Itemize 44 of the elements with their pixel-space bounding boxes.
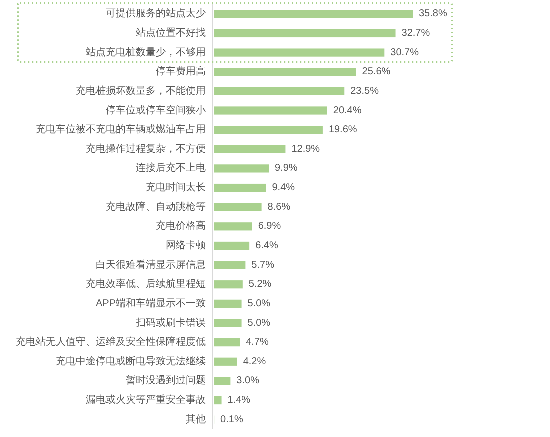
y-tick-label: 站点充电桩数量少，不够用 [86, 46, 206, 58]
data-label: 32.7% [402, 28, 430, 39]
y-tick-label: 停车费用高 [156, 66, 206, 78]
data-label: 4.7% [246, 337, 270, 348]
y-tick-label: 充电价格高 [156, 220, 206, 232]
y-tick-label: 可提供服务的站点太少 [106, 8, 206, 20]
y-tick-label: 漏电或火灾等严重安全事故 [86, 394, 206, 406]
data-label: 9.4% [272, 182, 296, 194]
y-tick-label: 充电时间太长 [146, 182, 206, 194]
data-label: 19.6% [328, 124, 358, 136]
data-label: 6.9% [258, 221, 282, 232]
data-label: 23.5% [350, 86, 380, 97]
y-tick-label: 充电车位被不充电的车辆或燃油车占用 [36, 124, 206, 136]
data-label: 1.4% [228, 395, 251, 406]
y-tick-label: 充电中途停电或断电导致无法继续 [56, 355, 206, 368]
y-tick-label: 充电站无人值守、运维及安全性保障程度低 [16, 336, 206, 348]
data-label: 35.8% [419, 8, 448, 20]
data-label: 30.7% [390, 47, 420, 58]
y-tick-label: 网络卡顿 [166, 239, 206, 252]
data-label: 5.2% [248, 279, 272, 290]
y-tick-label: 暂时没遇到过问题 [126, 374, 206, 387]
y-tick-label: 连接后充不上电 [136, 162, 206, 174]
y-tick-label: 扫码或刷卡错误 [135, 316, 206, 329]
y-tick-label: 其他 [186, 413, 206, 426]
data-label: 9.9% [275, 163, 298, 174]
y-tick-label: 充电操作过程复杂，不方便 [86, 142, 206, 155]
y-tick-label: 站点位置不好找 [136, 26, 206, 39]
data-label: 5.0% [248, 318, 271, 329]
data-label: 25.6% [362, 66, 391, 78]
data-label: 3.0% [236, 376, 260, 387]
y-tick-label: APP端和车端显示不一致 [96, 297, 206, 310]
y-tick-label: 白天很难看清显示屏信息 [96, 258, 206, 271]
y-tick-label: 充电桩损坏数量多，不能使用 [76, 84, 206, 97]
y-tick-label: 停车位或停车空间狭小 [106, 104, 206, 116]
data-label: 20.4% [333, 105, 362, 116]
data-label: 5.0% [248, 298, 271, 310]
data-label: 0.1% [220, 414, 244, 426]
data-label: 8.6% [268, 202, 291, 213]
y-tick-label: 充电故障、自动跳枪等 [106, 200, 206, 213]
data-label: 5.7% [252, 260, 275, 271]
data-label: 6.4% [256, 240, 278, 252]
y-tick-label: 充电效率低、后续航里程短 [86, 278, 206, 290]
data-label: 12.9% [292, 144, 320, 155]
data-label: 4.2% [243, 356, 266, 368]
